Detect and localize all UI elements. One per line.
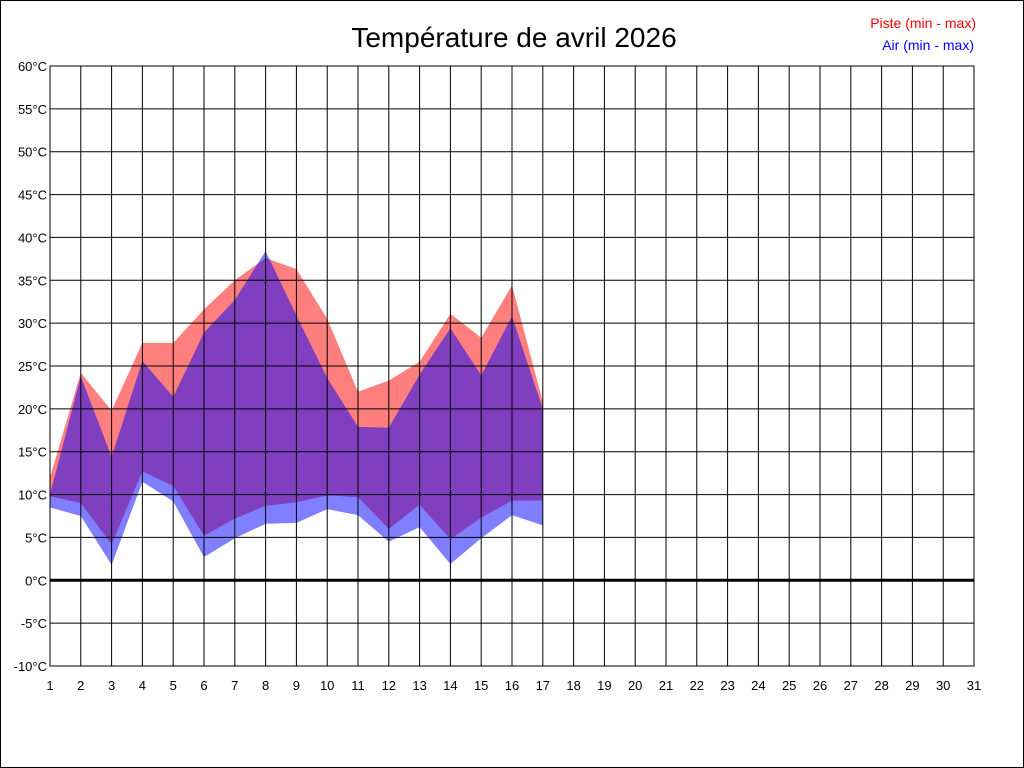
y-tick-label: 30°C: [18, 316, 47, 331]
x-tick-label: 31: [967, 678, 981, 693]
chart-title: Température de avril 2026: [351, 22, 676, 53]
x-tick-label: 2: [77, 678, 84, 693]
x-tick-label: 25: [782, 678, 796, 693]
y-tick-label: 10°C: [18, 488, 47, 503]
x-tick-label: 10: [320, 678, 334, 693]
y-tick-label: 0°C: [25, 573, 47, 588]
x-tick-label: 15: [474, 678, 488, 693]
plot-area: 60°C55°C50°C45°C40°C35°C30°C25°C20°C15°C…: [14, 59, 982, 693]
x-tick-label: 16: [505, 678, 519, 693]
x-tick-label: 11: [351, 678, 365, 693]
x-tick-label: 1: [46, 678, 53, 693]
y-tick-label: -10°C: [14, 659, 47, 674]
y-tick-label: 60°C: [18, 59, 47, 74]
x-tick-label: 12: [382, 678, 396, 693]
y-tick-label: 40°C: [18, 230, 47, 245]
x-tick-label: 3: [108, 678, 115, 693]
y-tick-label: -5°C: [21, 616, 47, 631]
x-tick-label: 6: [200, 678, 207, 693]
y-tick-label: 55°C: [18, 102, 47, 117]
x-tick-label: 20: [628, 678, 642, 693]
x-tick-label: 4: [139, 678, 146, 693]
y-tick-label: 15°C: [18, 445, 47, 460]
x-tick-label: 9: [293, 678, 300, 693]
x-tick-label: 13: [412, 678, 426, 693]
y-tick-label: 20°C: [18, 402, 47, 417]
x-tick-label: 14: [443, 678, 457, 693]
x-tick-label: 18: [566, 678, 580, 693]
x-tick-label: 27: [844, 678, 858, 693]
x-tick-label: 23: [720, 678, 734, 693]
x-tick-label: 24: [751, 678, 765, 693]
x-tick-label: 17: [536, 678, 550, 693]
y-tick-label: 35°C: [18, 273, 47, 288]
legend-entry-air: Air (min - max): [882, 37, 974, 53]
x-tick-label: 30: [936, 678, 950, 693]
x-tick-label: 5: [170, 678, 177, 693]
plot-border: [49, 65, 975, 667]
x-tick-label: 26: [813, 678, 827, 693]
x-tick-label: 19: [597, 678, 611, 693]
x-tick-label: 7: [231, 678, 238, 693]
x-tick-label: 28: [874, 678, 888, 693]
y-tick-label: 25°C: [18, 359, 47, 374]
y-tick-label: 45°C: [18, 188, 47, 203]
y-tick-label: 5°C: [25, 530, 47, 545]
x-tick-label: 21: [659, 678, 673, 693]
y-tick-label: 50°C: [18, 145, 47, 160]
x-tick-label: 29: [905, 678, 919, 693]
x-tick-label: 8: [262, 678, 269, 693]
x-tick-label: 22: [690, 678, 704, 693]
legend-entry-piste: Piste (min - max): [870, 15, 976, 31]
